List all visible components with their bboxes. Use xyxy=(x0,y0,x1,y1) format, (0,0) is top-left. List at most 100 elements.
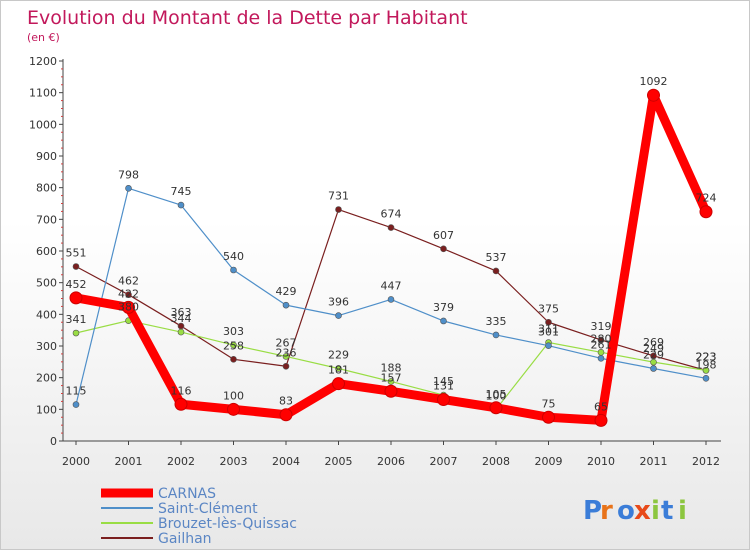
x-tick-label: 2008 xyxy=(482,455,510,468)
y-tick-label: 0 xyxy=(50,435,57,448)
x-tick-label: 2012 xyxy=(692,455,720,468)
y-tick-label: 500 xyxy=(36,277,57,290)
data-point xyxy=(227,402,240,416)
data-label: 229 xyxy=(643,348,664,361)
data-point xyxy=(440,317,447,325)
data-label: 157 xyxy=(381,371,402,384)
data-label: 452 xyxy=(66,278,87,291)
data-point xyxy=(335,312,342,319)
data-label: 267 xyxy=(276,336,297,349)
data-point xyxy=(702,367,710,374)
data-point xyxy=(177,201,185,209)
data-label: 261 xyxy=(591,338,612,351)
y-tick-label: 900 xyxy=(36,150,57,163)
data-label: 145 xyxy=(433,375,454,388)
x-tick-label: 2011 xyxy=(640,455,668,468)
data-point xyxy=(72,263,80,270)
y-tick-label: 1000 xyxy=(29,118,57,131)
data-label: 303 xyxy=(223,325,244,338)
data-label: 100 xyxy=(486,389,507,402)
data-label: 75 xyxy=(542,397,556,410)
data-label: 363 xyxy=(171,306,192,319)
data-label: 674 xyxy=(381,208,402,221)
data-label: 731 xyxy=(328,190,349,203)
data-label: 188 xyxy=(381,361,402,374)
x-tick-label: 2002 xyxy=(167,455,195,468)
data-point xyxy=(542,410,555,424)
data-label: 335 xyxy=(486,315,507,328)
data-label: 236 xyxy=(276,346,297,359)
data-point xyxy=(387,296,395,303)
x-tick-label: 2009 xyxy=(535,455,563,468)
data-point xyxy=(650,352,657,360)
data-point xyxy=(279,408,293,422)
data-labels: 452 422 116 100 83 181 157 131 105 75 65 1092 724 115… xyxy=(66,75,717,413)
data-point xyxy=(702,374,710,382)
data-label: 380 xyxy=(118,301,139,314)
logo-letter: r xyxy=(600,496,613,526)
data-label: 105 xyxy=(486,388,507,401)
data-point xyxy=(492,331,500,339)
data-point xyxy=(545,342,552,349)
data-label: 379 xyxy=(433,301,454,314)
data-point xyxy=(69,291,83,305)
proxiti-logo: Pr o x i t i xyxy=(583,496,687,526)
data-label: 375 xyxy=(538,302,559,315)
chart-subtitle: (en €) xyxy=(27,31,60,44)
y-tick-label: 100 xyxy=(36,403,57,416)
data-label: 116 xyxy=(171,384,192,397)
data-point xyxy=(125,291,132,299)
data-point xyxy=(647,88,660,102)
data-label: 319 xyxy=(591,320,612,333)
data-label: 100 xyxy=(223,389,244,402)
data-label: 223 xyxy=(696,350,717,363)
legend-label: Gailhan xyxy=(158,531,212,547)
data-point xyxy=(597,355,605,362)
logo-letter: i xyxy=(678,496,687,526)
data-point xyxy=(174,397,188,411)
data-label: 249 xyxy=(643,342,664,355)
logo-letter: x xyxy=(634,496,651,526)
data-point xyxy=(230,266,237,274)
data-label: 798 xyxy=(118,168,139,181)
x-tick-label: 2005 xyxy=(325,455,353,468)
data-label: 65 xyxy=(594,400,608,413)
data-point xyxy=(177,328,185,336)
x-tick-label: 2010 xyxy=(587,455,615,468)
x-tick-label: 2004 xyxy=(272,455,300,468)
data-label: 462 xyxy=(118,275,139,288)
logo-letter: i xyxy=(651,496,660,526)
data-point xyxy=(545,318,552,326)
data-label: 745 xyxy=(171,185,192,198)
data-point xyxy=(72,401,80,408)
logo-letter: t xyxy=(661,496,673,526)
y-tick-label: 600 xyxy=(36,245,57,258)
data-label: 540 xyxy=(223,250,244,263)
data-point xyxy=(650,365,657,372)
data-point xyxy=(72,329,80,337)
data-label: 551 xyxy=(66,247,87,260)
y-tick-label: 700 xyxy=(36,213,57,226)
data-label: 83 xyxy=(279,395,293,408)
data-label: 1092 xyxy=(640,75,668,88)
data-label: 280 xyxy=(591,332,612,345)
data-point xyxy=(335,365,342,372)
y-tick-label: 1200 xyxy=(29,55,57,68)
data-label: 537 xyxy=(486,251,507,264)
data-label: 131 xyxy=(433,380,454,393)
data-point xyxy=(282,362,290,370)
logo-letter: o xyxy=(617,496,635,526)
legend-label: Saint-Clément xyxy=(158,501,258,517)
data-point xyxy=(489,401,503,415)
legend-label: Brouzet-lès-Quissac xyxy=(158,516,297,532)
chart-title: Evolution du Montant de la Dette par Hab… xyxy=(27,7,468,29)
x-tick-label: 2000 xyxy=(62,455,90,468)
x-tick-label: 2006 xyxy=(377,455,405,468)
data-point xyxy=(122,300,135,314)
data-point xyxy=(650,358,657,366)
data-label: 607 xyxy=(433,229,454,242)
data-point xyxy=(230,341,237,349)
data-point xyxy=(387,224,395,231)
